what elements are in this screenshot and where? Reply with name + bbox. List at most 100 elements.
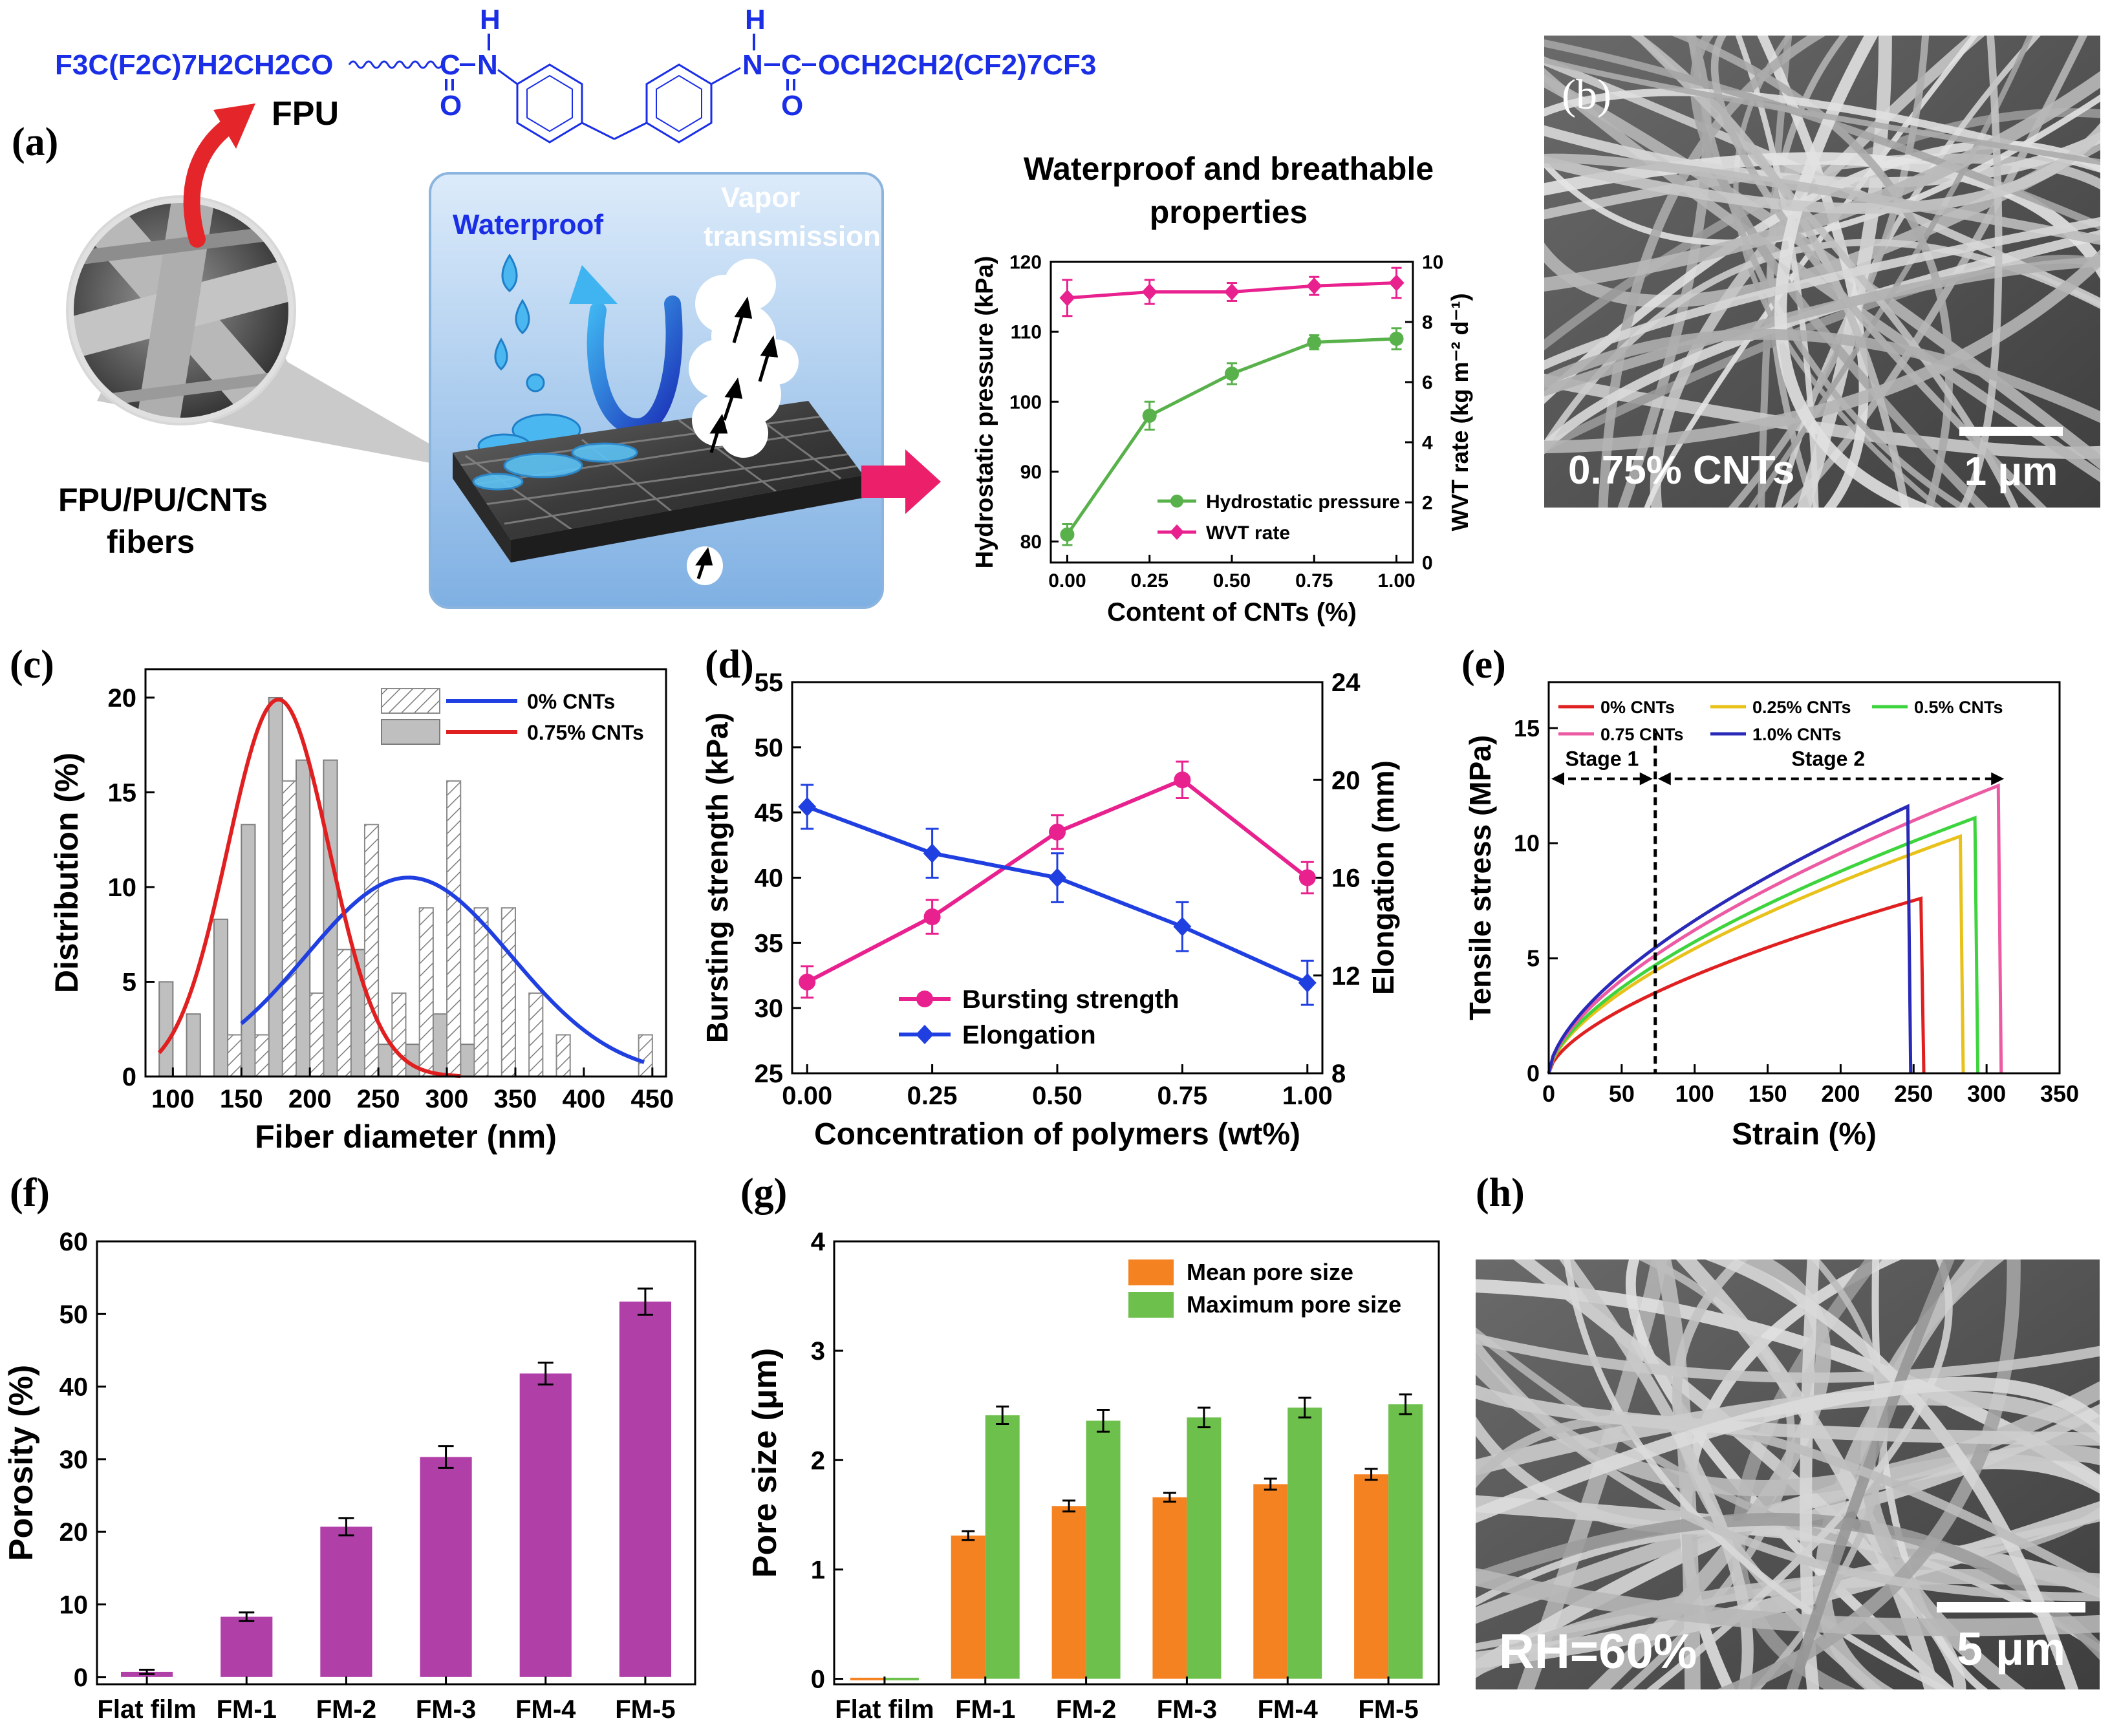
- y-tick-label: 5: [1527, 945, 1540, 972]
- y2-tick-label: 16: [1331, 864, 1361, 893]
- data-point: [1306, 277, 1322, 295]
- chem-left-group: F3C(F2C)7H2CH2CO: [55, 49, 333, 81]
- hist-bar-075: [323, 759, 338, 1077]
- sem-fiber: [1544, 153, 2100, 245]
- legend-swatch: [1128, 1259, 1174, 1285]
- data-point: [1142, 408, 1157, 423]
- x-tick-label: FM-3: [416, 1695, 476, 1724]
- bar: [1086, 1420, 1121, 1679]
- chart-a-title-line2: properties: [1150, 194, 1308, 230]
- sem-fiber: [1705, 1259, 2079, 1689]
- chart-f-ylabel: Porosity (%): [3, 1365, 40, 1561]
- legend-marker: [1170, 524, 1184, 540]
- y-tick-label: 15: [1514, 715, 1540, 742]
- y2-tick-label: 4: [1422, 433, 1433, 454]
- sem-fiber: [1774, 36, 1936, 508]
- sem-fiber: [1544, 230, 2100, 455]
- x-tick-label: 300: [425, 1085, 469, 1113]
- x-tick-label: 0.75: [1157, 1082, 1207, 1110]
- y-tick-label: 3: [811, 1337, 825, 1366]
- x-tick-label: 450: [630, 1085, 674, 1113]
- chart-d: 0.00 0.25 0.50 0.75 1.00 25 30 35 40 45 50 55 8 12 16 2…: [700, 669, 1400, 1152]
- arrow-head: [1551, 772, 1564, 786]
- hist-bar-0: [309, 992, 325, 1078]
- chart-d-ylabel: Bursting strength (kPa): [700, 713, 734, 1043]
- sem-fiber: [1644, 36, 1979, 508]
- chart-c-xlabel: Fiber diameter (nm): [255, 1119, 557, 1155]
- panel-h-letter: (h): [1476, 1171, 1525, 1215]
- bar: [985, 1415, 1020, 1679]
- sem-fiber: [1544, 56, 2100, 307]
- legend-swatch-gray: [381, 719, 440, 745]
- y-tick-label: 40: [59, 1373, 89, 1402]
- panel-a-letter: (a): [12, 120, 58, 164]
- y-tick-label: 110: [1011, 322, 1042, 343]
- gaussian-fit: [157, 698, 461, 1078]
- red-curved-arrow: [183, 114, 241, 248]
- arrow-head: [1657, 772, 1671, 786]
- gaussian-fit: [240, 875, 645, 1064]
- x-tick-label: 250: [1894, 1080, 1933, 1107]
- y-tick-label: 0: [74, 1664, 88, 1692]
- chart-d-y2label: Elongation (mm): [1366, 760, 1400, 995]
- legend-label: Hydrostatic pressure: [1206, 491, 1400, 513]
- legend-label: 0.25% CNTs: [1752, 698, 1851, 717]
- data-point: [1174, 771, 1191, 789]
- panel-g-letter: (g): [740, 1171, 787, 1215]
- chart-g: 0 1 2 3 4 Pore size (μm) Flat film FM-1 FM-2 FM-3…: [746, 1228, 1440, 1724]
- chart-e-xlabel: Strain (%): [1732, 1117, 1877, 1152]
- legend-label: WVT rate: [1206, 522, 1290, 544]
- x-tick-label: 150: [1749, 1080, 1787, 1107]
- stress-strain-curve: [1547, 783, 2003, 1074]
- data-point: [799, 973, 816, 991]
- x-tick-label: 50: [1609, 1080, 1635, 1107]
- fpu-label: FPU: [272, 95, 339, 133]
- y-tick-label: 100: [1009, 392, 1042, 413]
- bar: [1287, 1408, 1322, 1679]
- bar: [519, 1373, 572, 1677]
- data-point: [1048, 868, 1066, 888]
- y-tick-label: 80: [1020, 531, 1042, 553]
- stress-strain-curve: [1547, 833, 1965, 1074]
- chart-a-frame: [1050, 261, 1414, 564]
- y-tick-label: 20: [59, 1518, 89, 1547]
- arrow-head: [1991, 772, 2005, 786]
- panel-b-scale-bar: [1959, 427, 2063, 436]
- hist-bar-0: [336, 948, 352, 1078]
- sem-fiber: [1544, 125, 2100, 188]
- legend-label: 0.75 CNTs: [1600, 725, 1684, 744]
- y-tick-label: 30: [755, 994, 784, 1023]
- hist-bar-0: [391, 992, 407, 1078]
- y-tick-label: 0: [811, 1666, 825, 1694]
- x-tick-label: 400: [563, 1085, 606, 1113]
- chart-f-frame: [96, 1240, 696, 1686]
- hist-bar-0: [418, 907, 434, 1078]
- y-tick-label: 0: [1527, 1060, 1540, 1087]
- x-tick-label: 350: [2040, 1080, 2079, 1107]
- x-tick-label: 200: [288, 1085, 332, 1113]
- chem-n-right: N: [742, 49, 763, 81]
- vapor-label-line2: transmission: [704, 220, 881, 252]
- y-tick-label: 35: [755, 929, 784, 958]
- x-tick-label: 200: [1821, 1080, 1860, 1107]
- x-tick-label: 100: [151, 1085, 195, 1113]
- hist-bar-075: [186, 1013, 201, 1078]
- y2-tick-label: 2: [1422, 493, 1433, 514]
- sem-fiber: [1559, 1259, 1754, 1689]
- bar: [619, 1302, 671, 1677]
- legend-marker: [916, 1025, 934, 1044]
- legend-swatch-hatch: [381, 688, 440, 714]
- panel-h-sample-label: RH=60%: [1499, 1624, 1697, 1679]
- panel-a-illustration: (a) FPU FPU/PU/CNTs fibers Waterproof Va…: [12, 95, 941, 609]
- panel-b-letter: (b): [1562, 71, 1611, 118]
- y-tick-label: 15: [108, 778, 137, 807]
- data-point: [1389, 331, 1404, 346]
- chart-g-ylabel: Pore size (μm): [746, 1348, 784, 1578]
- y-tick-label: 10: [59, 1591, 89, 1619]
- vapor-cloud: [687, 259, 799, 585]
- sem-fiber: [1563, 1259, 1952, 1689]
- x-tick-label: 1.00: [1377, 570, 1415, 592]
- chart-g-frame: [833, 1240, 1440, 1686]
- sem-fiber: [1782, 36, 2088, 508]
